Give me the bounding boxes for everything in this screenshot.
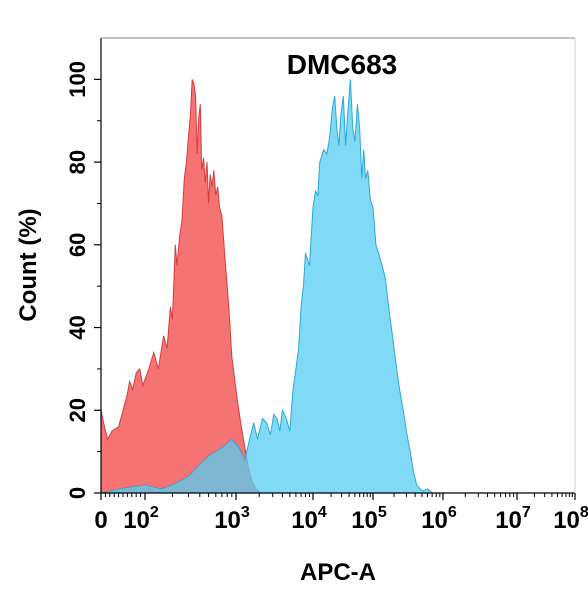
y-axis-label: Count (%) (15, 208, 42, 321)
x-tick-label: 106 (421, 504, 457, 534)
x-tick-label: 107 (495, 504, 531, 534)
plot-area (101, 79, 433, 493)
y-tick-label: 60 (65, 233, 90, 257)
x-tick-label: 103 (214, 504, 250, 534)
y-tick-label: 40 (65, 315, 90, 339)
x-tick-label: 108 (553, 504, 588, 534)
histogram-series-2 (101, 79, 433, 493)
x-tick-label: 105 (351, 504, 387, 534)
x-tick-label: 0 (94, 507, 107, 534)
histogram-series-1 (101, 79, 262, 493)
y-tick-label: 20 (65, 398, 90, 422)
x-axis-label: APC-A (300, 559, 376, 586)
x-tick-label: 104 (291, 504, 327, 534)
chart-title: DMC683 (287, 49, 397, 80)
x-tick-label: 102 (123, 504, 159, 534)
y-tick-label: 100 (65, 61, 90, 98)
y-tick-label: 80 (65, 150, 90, 174)
axes: 0 20 40 60 80 100 0 102 103 104 105 106 107 108 (65, 37, 588, 534)
y-tick-label: 0 (65, 487, 90, 499)
